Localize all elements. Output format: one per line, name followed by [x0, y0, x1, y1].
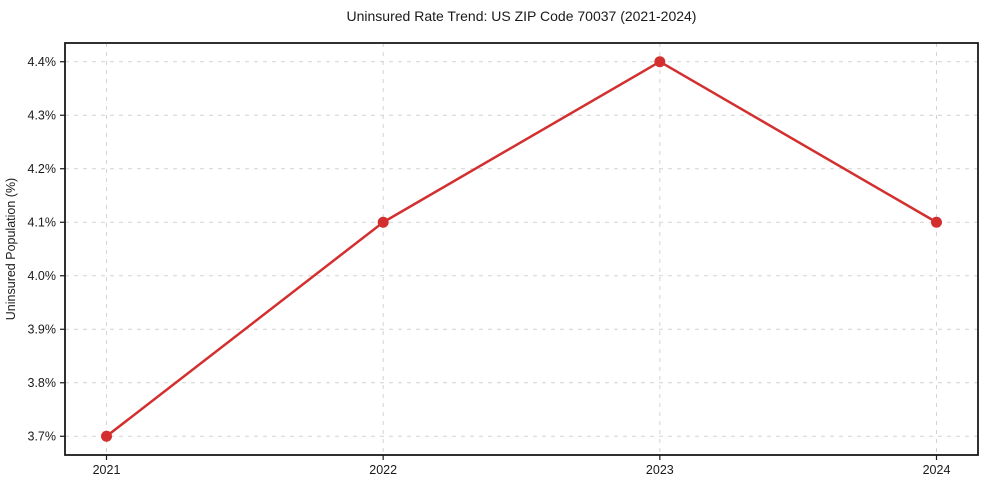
x-tick-label: 2021: [93, 463, 121, 477]
y-tick-label: 4.0%: [28, 269, 57, 283]
data-series-layer: [101, 56, 942, 442]
data-point: [931, 216, 942, 228]
x-tick-label: 2023: [646, 463, 674, 477]
y-tick-label: 3.8%: [28, 376, 57, 390]
data-point: [377, 216, 389, 228]
y-tick-label: 4.2%: [28, 162, 57, 176]
data-line: [105, 60, 938, 438]
y-tick-label: 4.1%: [28, 216, 57, 230]
data-point: [654, 56, 666, 68]
gridlines-layer: [65, 43, 978, 455]
y-tick-label: 3.7%: [28, 430, 57, 444]
y-axis-label: Uninsured Population (%): [4, 178, 18, 320]
plot-border: [64, 42, 979, 456]
axis-ticks-layer: 3.7% 3.8% 3.9% 4.0% 4.1% 4.2% 4.3% 4.4% 2021 2022…: [28, 55, 951, 477]
y-tick-label: 4.3%: [28, 109, 57, 123]
y-tick-label: 4.4%: [28, 55, 57, 69]
x-tick-label: 2024: [923, 463, 951, 477]
x-tick-label: 2022: [369, 463, 397, 477]
chart-title: Uninsured Rate Trend: US ZIP Code 70037 …: [347, 8, 697, 24]
data-point: [101, 430, 112, 442]
y-tick-label: 3.9%: [28, 323, 57, 337]
